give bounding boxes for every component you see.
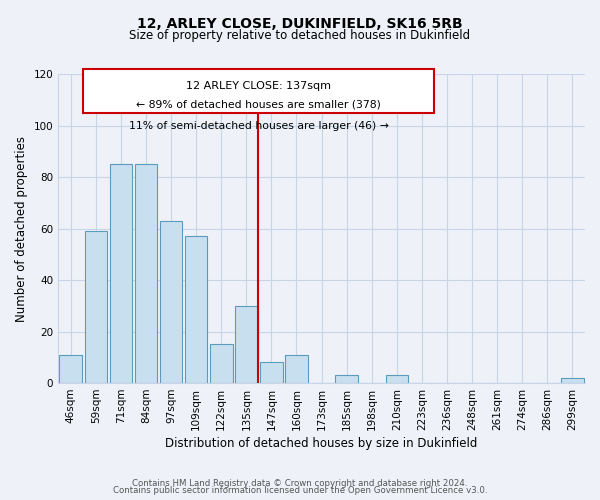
Bar xyxy=(210,344,233,383)
Bar xyxy=(85,231,107,383)
Text: 12, ARLEY CLOSE, DUKINFIELD, SK16 5RB: 12, ARLEY CLOSE, DUKINFIELD, SK16 5RB xyxy=(137,18,463,32)
Text: Contains public sector information licensed under the Open Government Licence v3: Contains public sector information licen… xyxy=(113,486,487,495)
Bar xyxy=(59,354,82,383)
Text: 12 ARLEY CLOSE: 137sqm: 12 ARLEY CLOSE: 137sqm xyxy=(187,81,331,91)
Bar xyxy=(561,378,584,383)
Bar xyxy=(235,306,257,383)
Bar xyxy=(160,221,182,383)
Bar xyxy=(185,236,208,383)
Y-axis label: Number of detached properties: Number of detached properties xyxy=(15,136,28,322)
Text: 11% of semi-detached houses are larger (46) →: 11% of semi-detached houses are larger (… xyxy=(129,122,389,132)
Text: Size of property relative to detached houses in Dukinfield: Size of property relative to detached ho… xyxy=(130,29,470,42)
Bar xyxy=(285,354,308,383)
Bar xyxy=(134,164,157,383)
Bar xyxy=(110,164,132,383)
Bar xyxy=(335,376,358,383)
Bar xyxy=(260,362,283,383)
Text: Contains HM Land Registry data © Crown copyright and database right 2024.: Contains HM Land Registry data © Crown c… xyxy=(132,478,468,488)
FancyBboxPatch shape xyxy=(83,69,434,112)
X-axis label: Distribution of detached houses by size in Dukinfield: Distribution of detached houses by size … xyxy=(166,437,478,450)
Bar xyxy=(386,376,408,383)
Text: ← 89% of detached houses are smaller (378): ← 89% of detached houses are smaller (37… xyxy=(136,100,382,110)
